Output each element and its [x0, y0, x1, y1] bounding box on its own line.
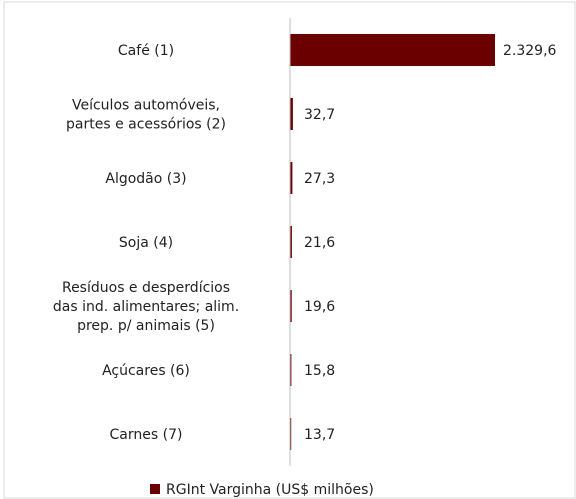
category-label: Soja (4) — [119, 235, 173, 251]
category-label: Veículos automóveis, partes e acessórios … — [66, 98, 226, 133]
category-label: Açúcares (6) — [102, 363, 190, 379]
bar — [290, 290, 292, 322]
bar — [290, 162, 293, 194]
legend-label: RGInt Varginha (US$ milhões) — [166, 482, 374, 498]
bar — [290, 226, 292, 258]
category-label: Carnes (7) — [110, 427, 183, 443]
value-label: 2.329,6 — [503, 43, 557, 59]
legend-swatch — [150, 484, 160, 494]
value-label: 15,8 — [304, 363, 335, 379]
value-label: 19,6 — [304, 299, 335, 315]
bar — [290, 418, 292, 450]
value-label: 32,7 — [304, 107, 335, 123]
value-label: 27,3 — [304, 171, 335, 187]
category-label: Café (1) — [118, 43, 174, 59]
category-label: Resíduos e desperdícios das ind. alimenta… — [53, 280, 239, 334]
category-label: Algodão (3) — [105, 171, 186, 187]
value-label: 21,6 — [304, 235, 335, 251]
bar — [290, 34, 495, 66]
chart-frame — [3, 1, 576, 499]
bar — [290, 354, 292, 386]
value-label: 13,7 — [304, 427, 335, 443]
bar — [290, 98, 293, 130]
